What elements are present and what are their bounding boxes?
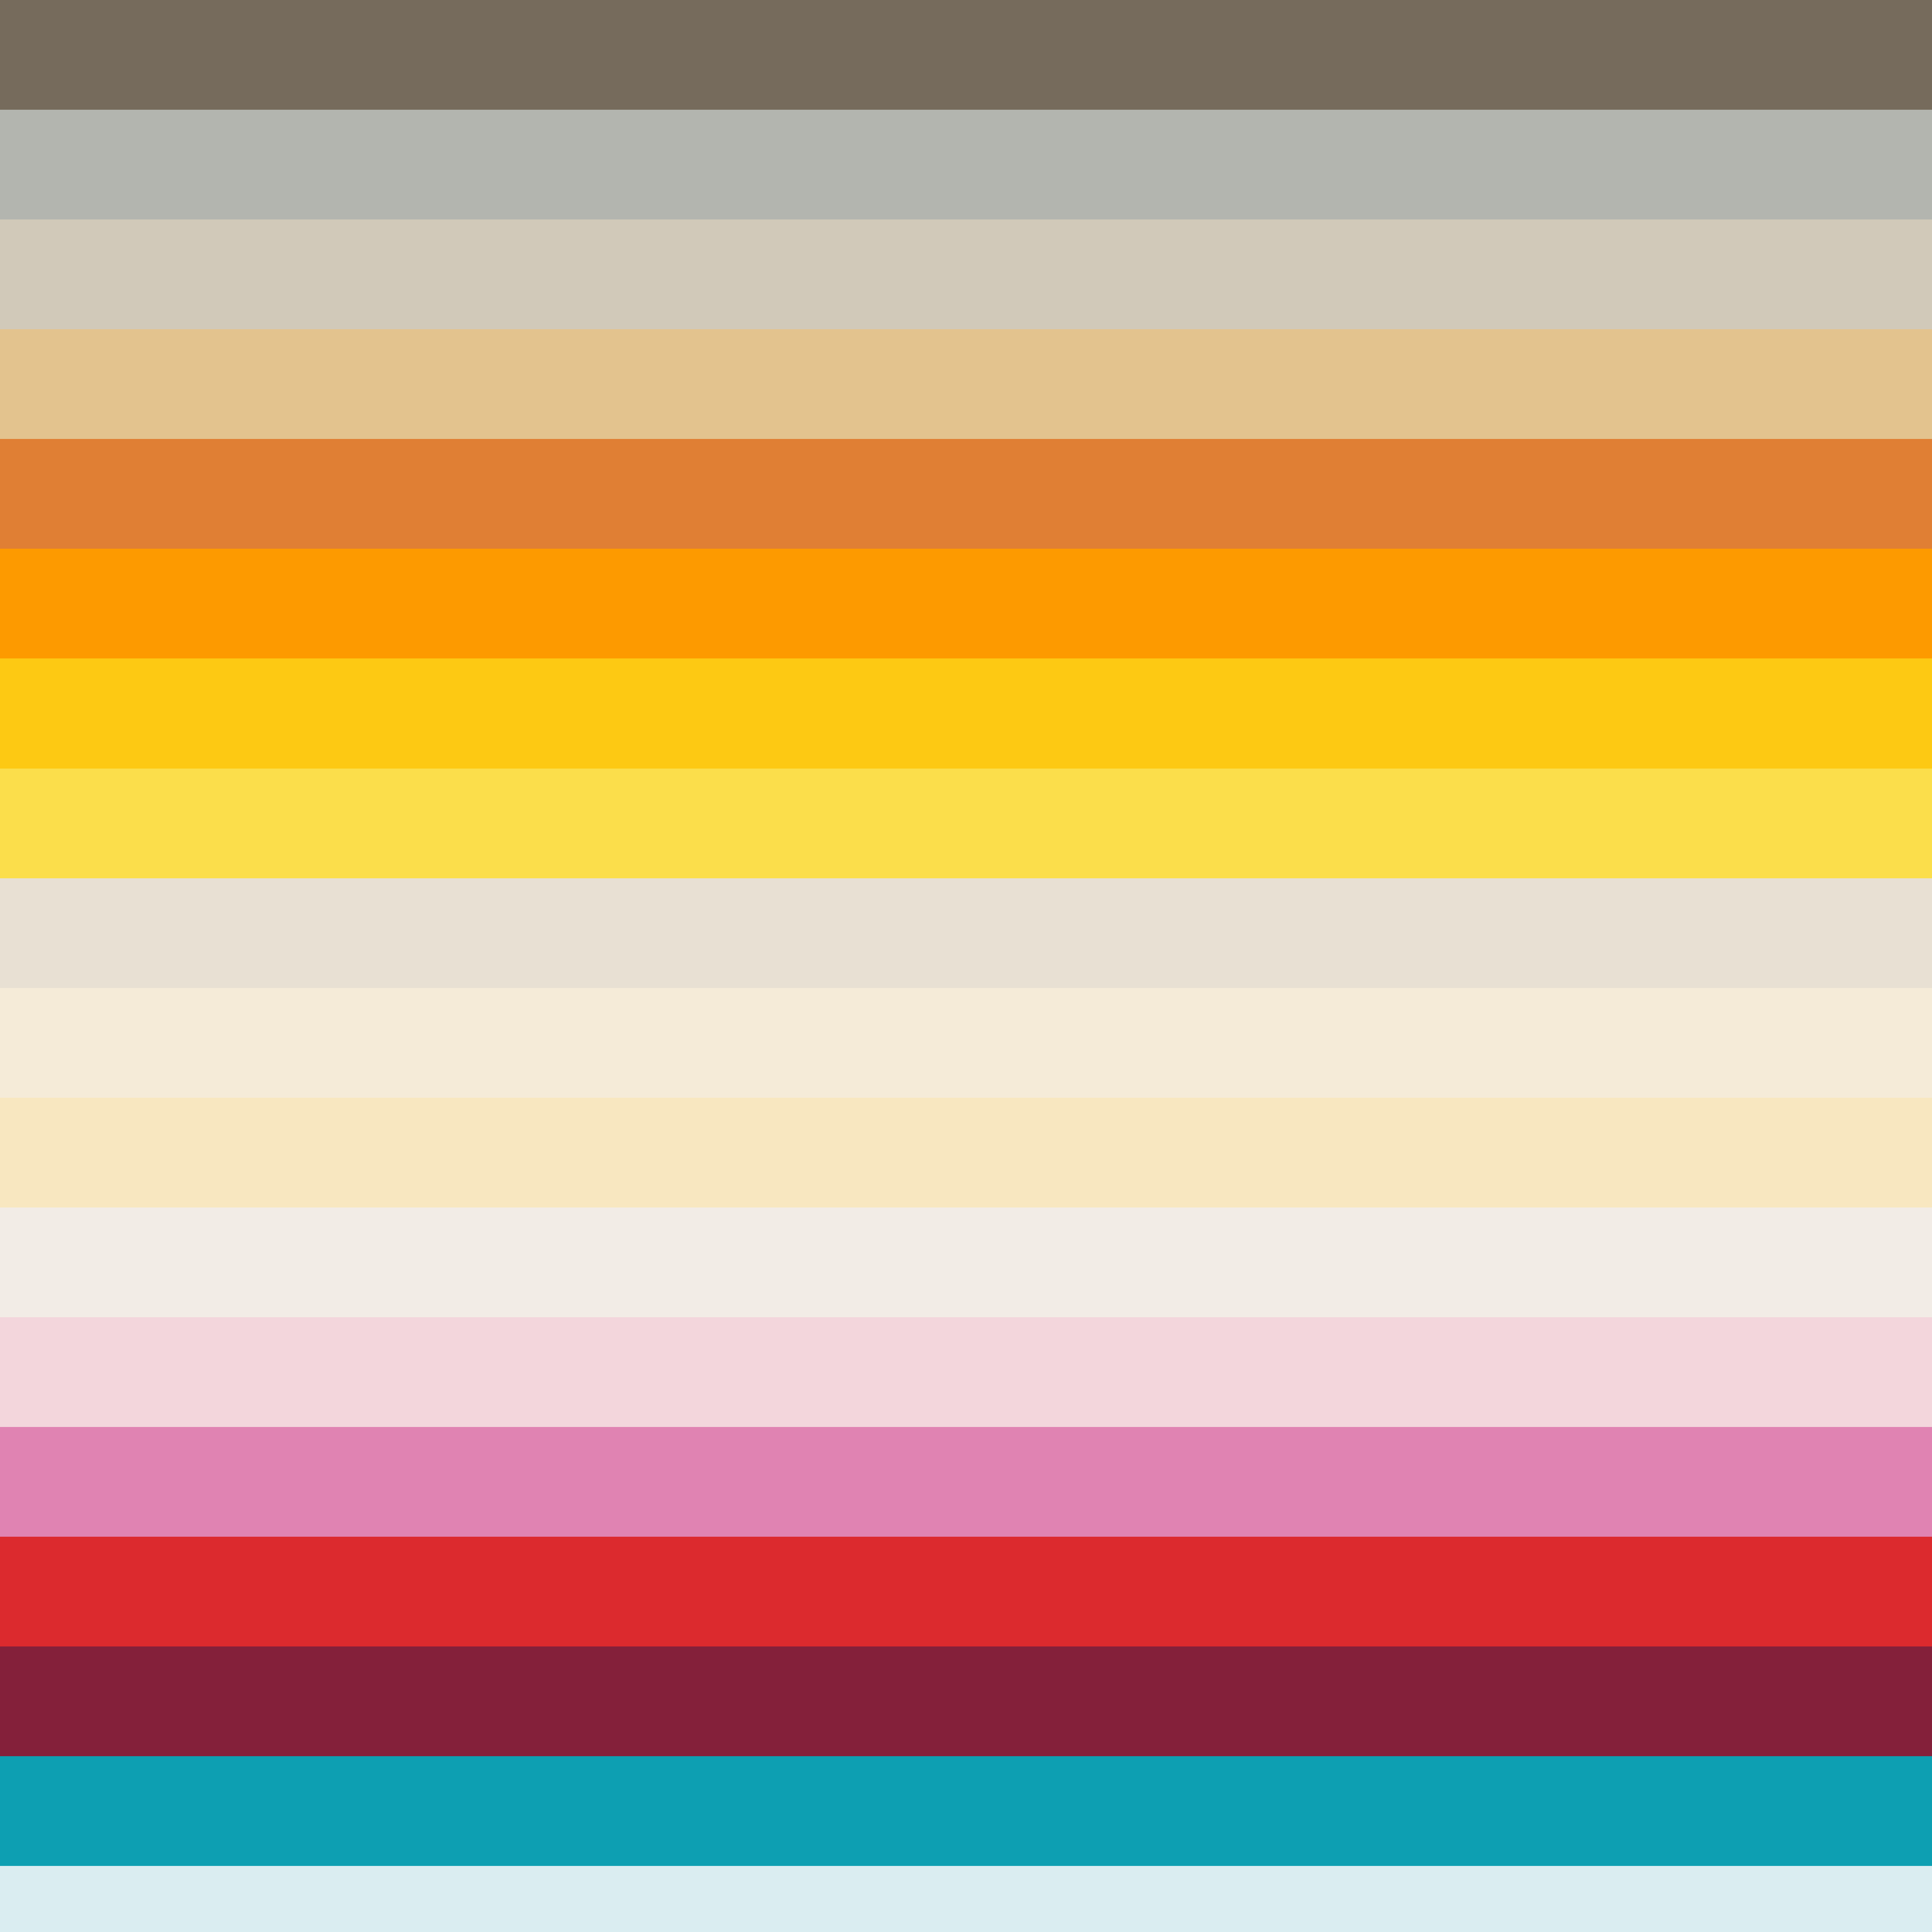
swatch-row: CHERRY (0, 1646, 1932, 1757)
swatch-row: ORANGE (0, 439, 1932, 549)
swatch-row: IVORY (0, 988, 1932, 1098)
swatch-row: OYSTER (0, 1207, 1932, 1317)
swatch-row: SUNSHINE YELLOW (0, 658, 1932, 769)
swatch-row: BABY PINK (0, 1317, 1932, 1427)
swatch-row: OLD GOLD (0, 549, 1932, 659)
swatch-row: CALIFORNIAN BLUE (0, 1756, 1932, 1866)
swatch-row: POPPY (0, 1537, 1932, 1647)
swatch-row: FAWN (0, 329, 1932, 439)
swatch-row: STORM GREY (0, 110, 1932, 220)
swatch-row: BLUSH (0, 1427, 1932, 1537)
swatch-row: URBAN GREY (0, 0, 1932, 110)
swatch-row: CITRUS YELLOW (0, 768, 1932, 878)
swatch-row: GREY (0, 219, 1932, 330)
swatch-row: CLOUD (0, 878, 1932, 988)
swatch-row: LIGHT BLUE (0, 1866, 1932, 1932)
swatch-row: VANILLA (0, 1097, 1932, 1208)
